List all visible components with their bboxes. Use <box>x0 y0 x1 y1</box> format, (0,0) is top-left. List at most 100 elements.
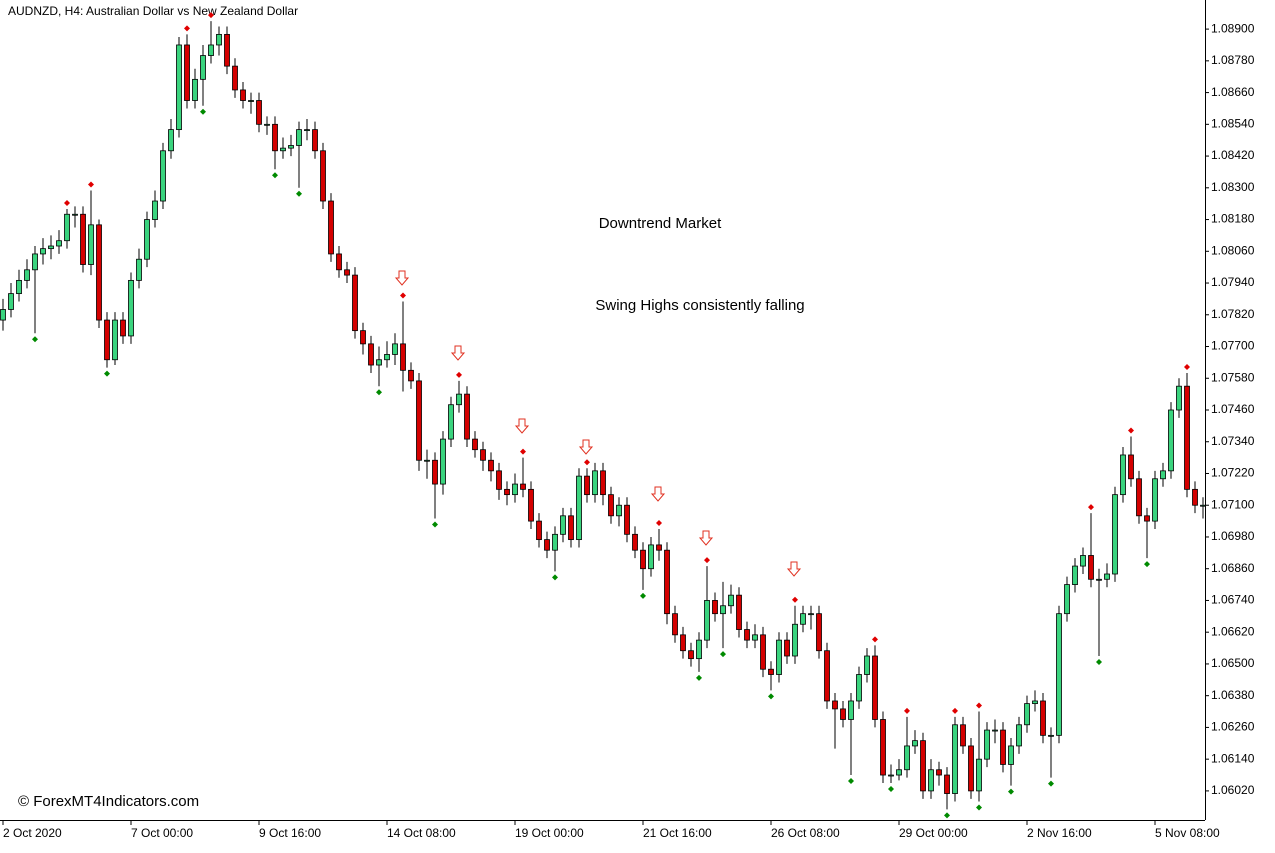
candle-body <box>664 549 670 615</box>
candle-body <box>144 219 150 260</box>
candle-body <box>136 258 142 281</box>
x-tick-label: 2 Nov 16:00 <box>1027 826 1092 840</box>
candle-body <box>120 319 126 337</box>
candle-body <box>1080 555 1086 567</box>
candle-body <box>488 459 494 472</box>
candle-body <box>808 613 814 616</box>
candle-body <box>912 740 918 747</box>
candle-body <box>464 393 470 440</box>
fractal <box>272 172 278 179</box>
x-tick-label: 5 Nov 08:00 <box>1155 826 1220 840</box>
candle-body <box>176 44 182 131</box>
candle-body <box>48 245 54 250</box>
annotation: Downtrend Market <box>599 215 722 232</box>
candle-body <box>1008 745 1014 765</box>
candle-body <box>184 44 190 101</box>
candle-body <box>776 639 782 675</box>
candle-body <box>920 740 926 792</box>
y-tick-label: 1.06620 <box>1211 624 1255 638</box>
candle-body <box>264 123 270 126</box>
fractal <box>888 785 894 792</box>
candle-body <box>824 650 830 702</box>
candle-body <box>736 594 742 630</box>
candle-body <box>896 769 902 776</box>
candle-body <box>352 274 358 332</box>
fractal <box>872 636 878 643</box>
candle-body <box>472 438 478 451</box>
fractal <box>296 190 302 197</box>
candle-body <box>240 89 246 101</box>
candle-body <box>1088 555 1094 580</box>
y-tick-label: 1.07100 <box>1211 497 1255 511</box>
candle-body <box>712 600 718 615</box>
candle-body <box>528 488 534 522</box>
y-tick-label: 1.08180 <box>1211 212 1255 226</box>
candle-body <box>312 129 318 152</box>
candle-body <box>1200 504 1206 507</box>
x-tick-label: 21 Oct 16:00 <box>643 826 712 840</box>
candle-body <box>688 650 694 660</box>
y-tick-label: 1.06500 <box>1211 656 1255 670</box>
x-tick-label: 26 Oct 08:00 <box>771 826 840 840</box>
y-tick-label: 1.06380 <box>1211 688 1255 702</box>
y-tick-label: 1.07580 <box>1211 370 1255 384</box>
x-tick-label: 7 Oct 00:00 <box>131 826 193 840</box>
candle-body <box>376 359 382 366</box>
fractal <box>848 778 854 785</box>
candle-body <box>1136 478 1142 517</box>
candle-body <box>216 33 222 46</box>
candle-body <box>56 240 62 247</box>
y-tick-label: 1.06980 <box>1211 529 1255 543</box>
candle-body <box>520 483 526 490</box>
fractal <box>376 389 382 396</box>
fractal <box>456 371 462 378</box>
fractal <box>1144 561 1150 568</box>
fractal <box>720 651 726 658</box>
candle-body <box>768 668 774 675</box>
candle-body <box>248 100 254 102</box>
candle-body <box>872 655 878 720</box>
x-tick-label: 2 Oct 2020 <box>3 826 62 840</box>
y-tick-label: 1.08420 <box>1211 148 1255 162</box>
candle-body <box>1016 724 1022 747</box>
candle-body <box>864 655 870 675</box>
candle-body <box>1168 409 1174 472</box>
candle-body <box>600 470 606 496</box>
candle-body <box>8 293 14 310</box>
candle-body <box>696 639 702 660</box>
fractal <box>184 25 190 32</box>
candle-body <box>1048 734 1054 737</box>
candle-body <box>40 248 46 255</box>
fractal <box>520 448 526 455</box>
candle-body <box>1112 494 1118 575</box>
fractal <box>1088 504 1094 511</box>
fractal <box>976 804 982 811</box>
fractal <box>32 336 38 343</box>
candle-body <box>456 393 462 406</box>
candle-body <box>256 100 262 125</box>
candle-body <box>272 123 278 152</box>
candle-body <box>1184 385 1190 490</box>
candle-body <box>72 213 78 216</box>
y-tick-label: 1.08780 <box>1211 53 1255 67</box>
candle-body <box>584 475 590 496</box>
candle-body <box>416 380 422 461</box>
x-tick-label: 29 Oct 00:00 <box>899 826 968 840</box>
candle-body <box>152 200 158 220</box>
candle-body <box>360 330 366 345</box>
candle-body <box>280 147 286 152</box>
y-tick-label: 1.07700 <box>1211 339 1255 353</box>
fractal <box>704 557 710 564</box>
fractal <box>976 702 982 709</box>
candle-body <box>568 515 574 541</box>
candle-body <box>512 483 518 496</box>
candle-body <box>64 213 70 242</box>
y-tick-label: 1.06020 <box>1211 783 1255 797</box>
candle-body <box>1024 703 1030 726</box>
fractal <box>696 674 702 681</box>
candle-body <box>632 533 638 551</box>
candle-body <box>304 129 310 132</box>
candle-body <box>0 309 6 321</box>
